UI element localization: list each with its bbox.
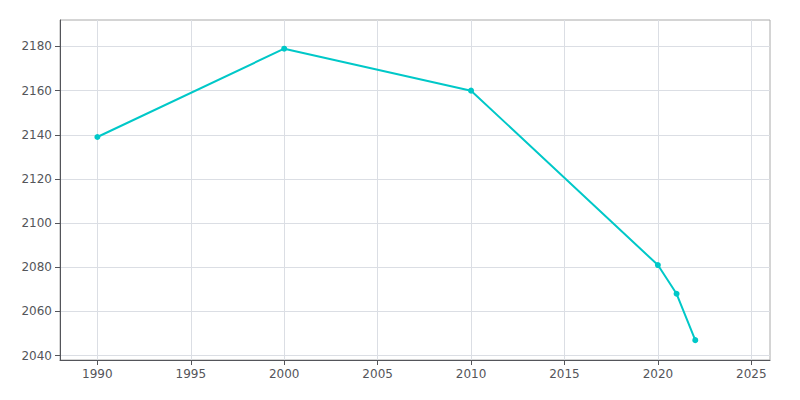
svg-text:2040: 2040	[21, 349, 52, 363]
svg-text:2005: 2005	[362, 367, 393, 381]
svg-text:2020: 2020	[643, 367, 674, 381]
svg-text:2015: 2015	[549, 367, 580, 381]
svg-text:2180: 2180	[21, 39, 52, 53]
svg-text:2100: 2100	[21, 216, 52, 230]
svg-text:2140: 2140	[21, 128, 52, 142]
svg-text:2120: 2120	[21, 172, 52, 186]
svg-text:2010: 2010	[456, 367, 487, 381]
svg-text:2160: 2160	[21, 84, 52, 98]
svg-text:2000: 2000	[269, 367, 300, 381]
svg-text:1995: 1995	[176, 367, 207, 381]
svg-text:2060: 2060	[21, 304, 52, 318]
svg-text:2080: 2080	[21, 260, 52, 274]
svg-text:2025: 2025	[736, 367, 767, 381]
svg-text:1990: 1990	[82, 367, 113, 381]
